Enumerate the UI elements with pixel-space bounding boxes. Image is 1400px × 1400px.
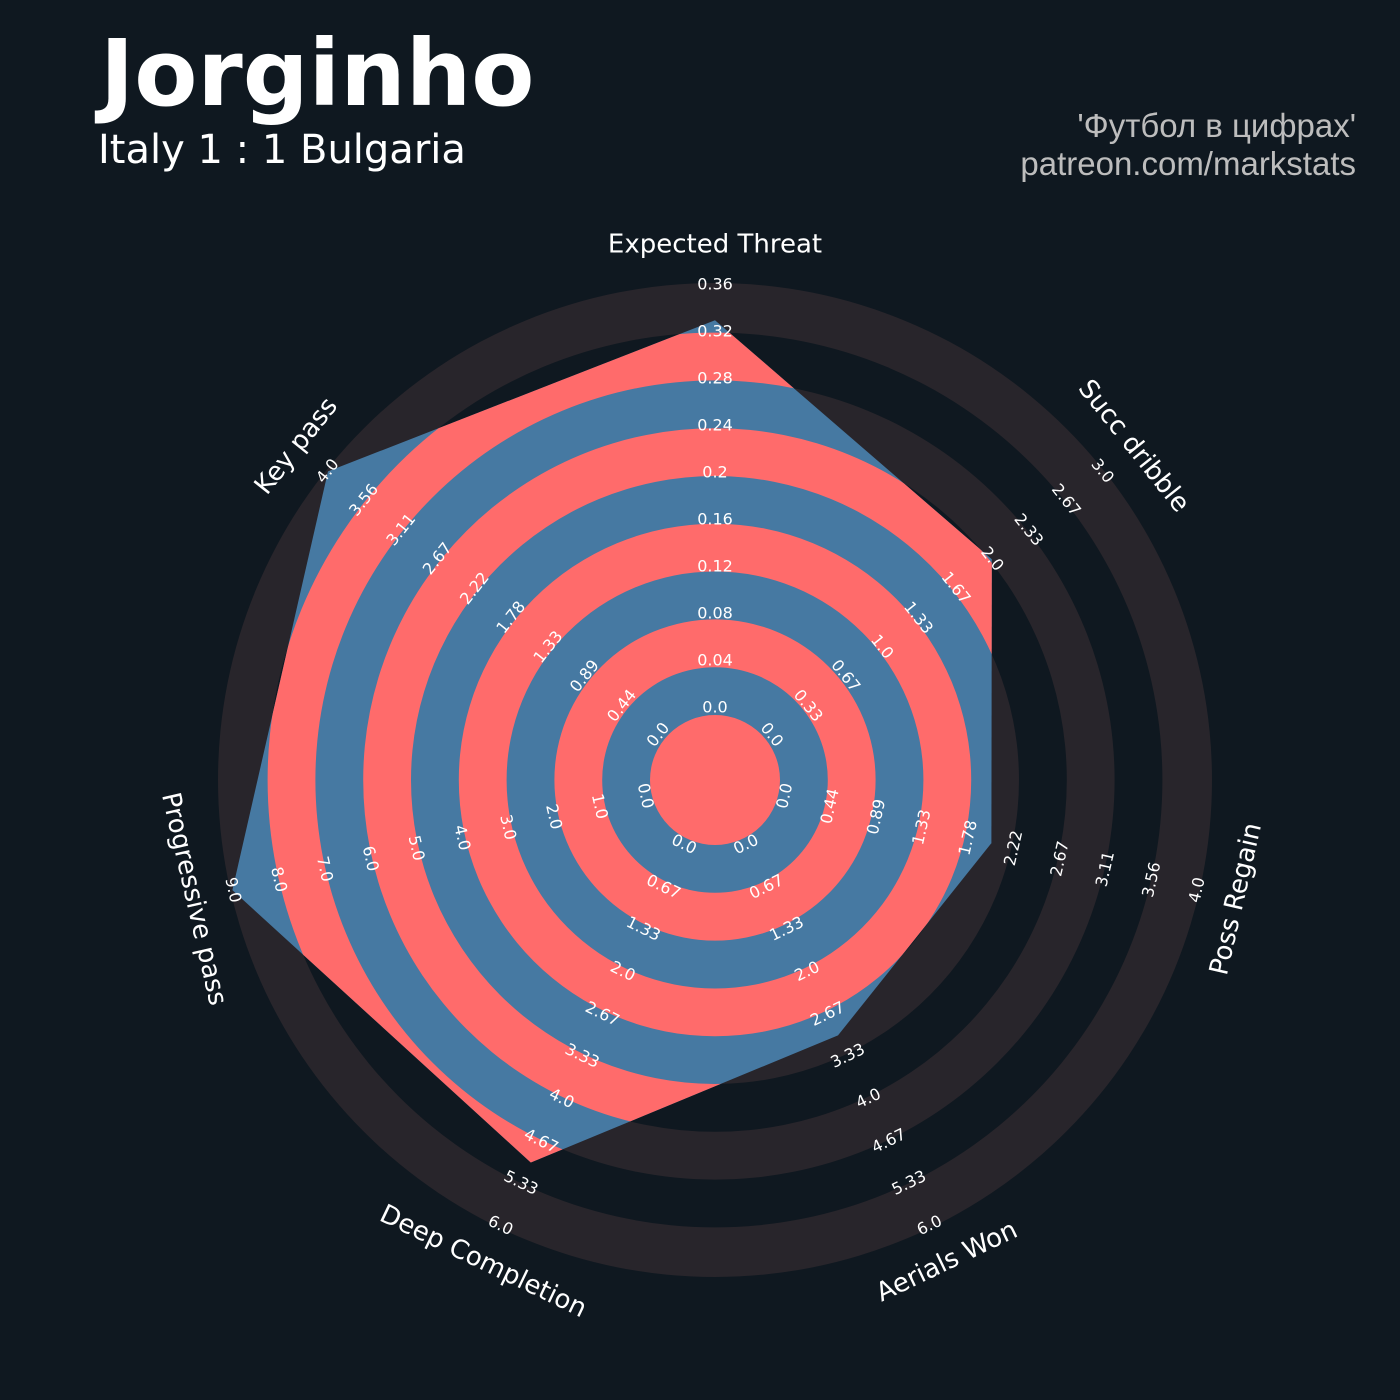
tick-label: 0.2 bbox=[702, 463, 727, 482]
chart-title: Jorginho bbox=[94, 20, 534, 127]
ring bbox=[650, 715, 780, 845]
tick-label: 0.12 bbox=[697, 557, 733, 576]
tick-label: 0.36 bbox=[697, 275, 733, 294]
credit: 'Футбол в цифрах' bbox=[1077, 107, 1356, 144]
tick-label: 0.24 bbox=[697, 416, 733, 435]
tick-label: 0.32 bbox=[697, 322, 733, 341]
tick-label: 0.08 bbox=[697, 604, 733, 623]
credit: patreon.com/markstats bbox=[1020, 145, 1356, 182]
tick-label: 0.28 bbox=[697, 369, 733, 388]
tick-label: 0.04 bbox=[697, 651, 733, 670]
chart-subtitle: Italy 1 : 1 Bulgaria bbox=[98, 127, 466, 173]
ring-group bbox=[267, 332, 992, 1163]
tick-label: 0.0 bbox=[702, 698, 727, 717]
tick-label: 0.16 bbox=[697, 510, 733, 529]
axis-label: Expected Threat bbox=[608, 230, 822, 260]
ring bbox=[554, 619, 876, 941]
